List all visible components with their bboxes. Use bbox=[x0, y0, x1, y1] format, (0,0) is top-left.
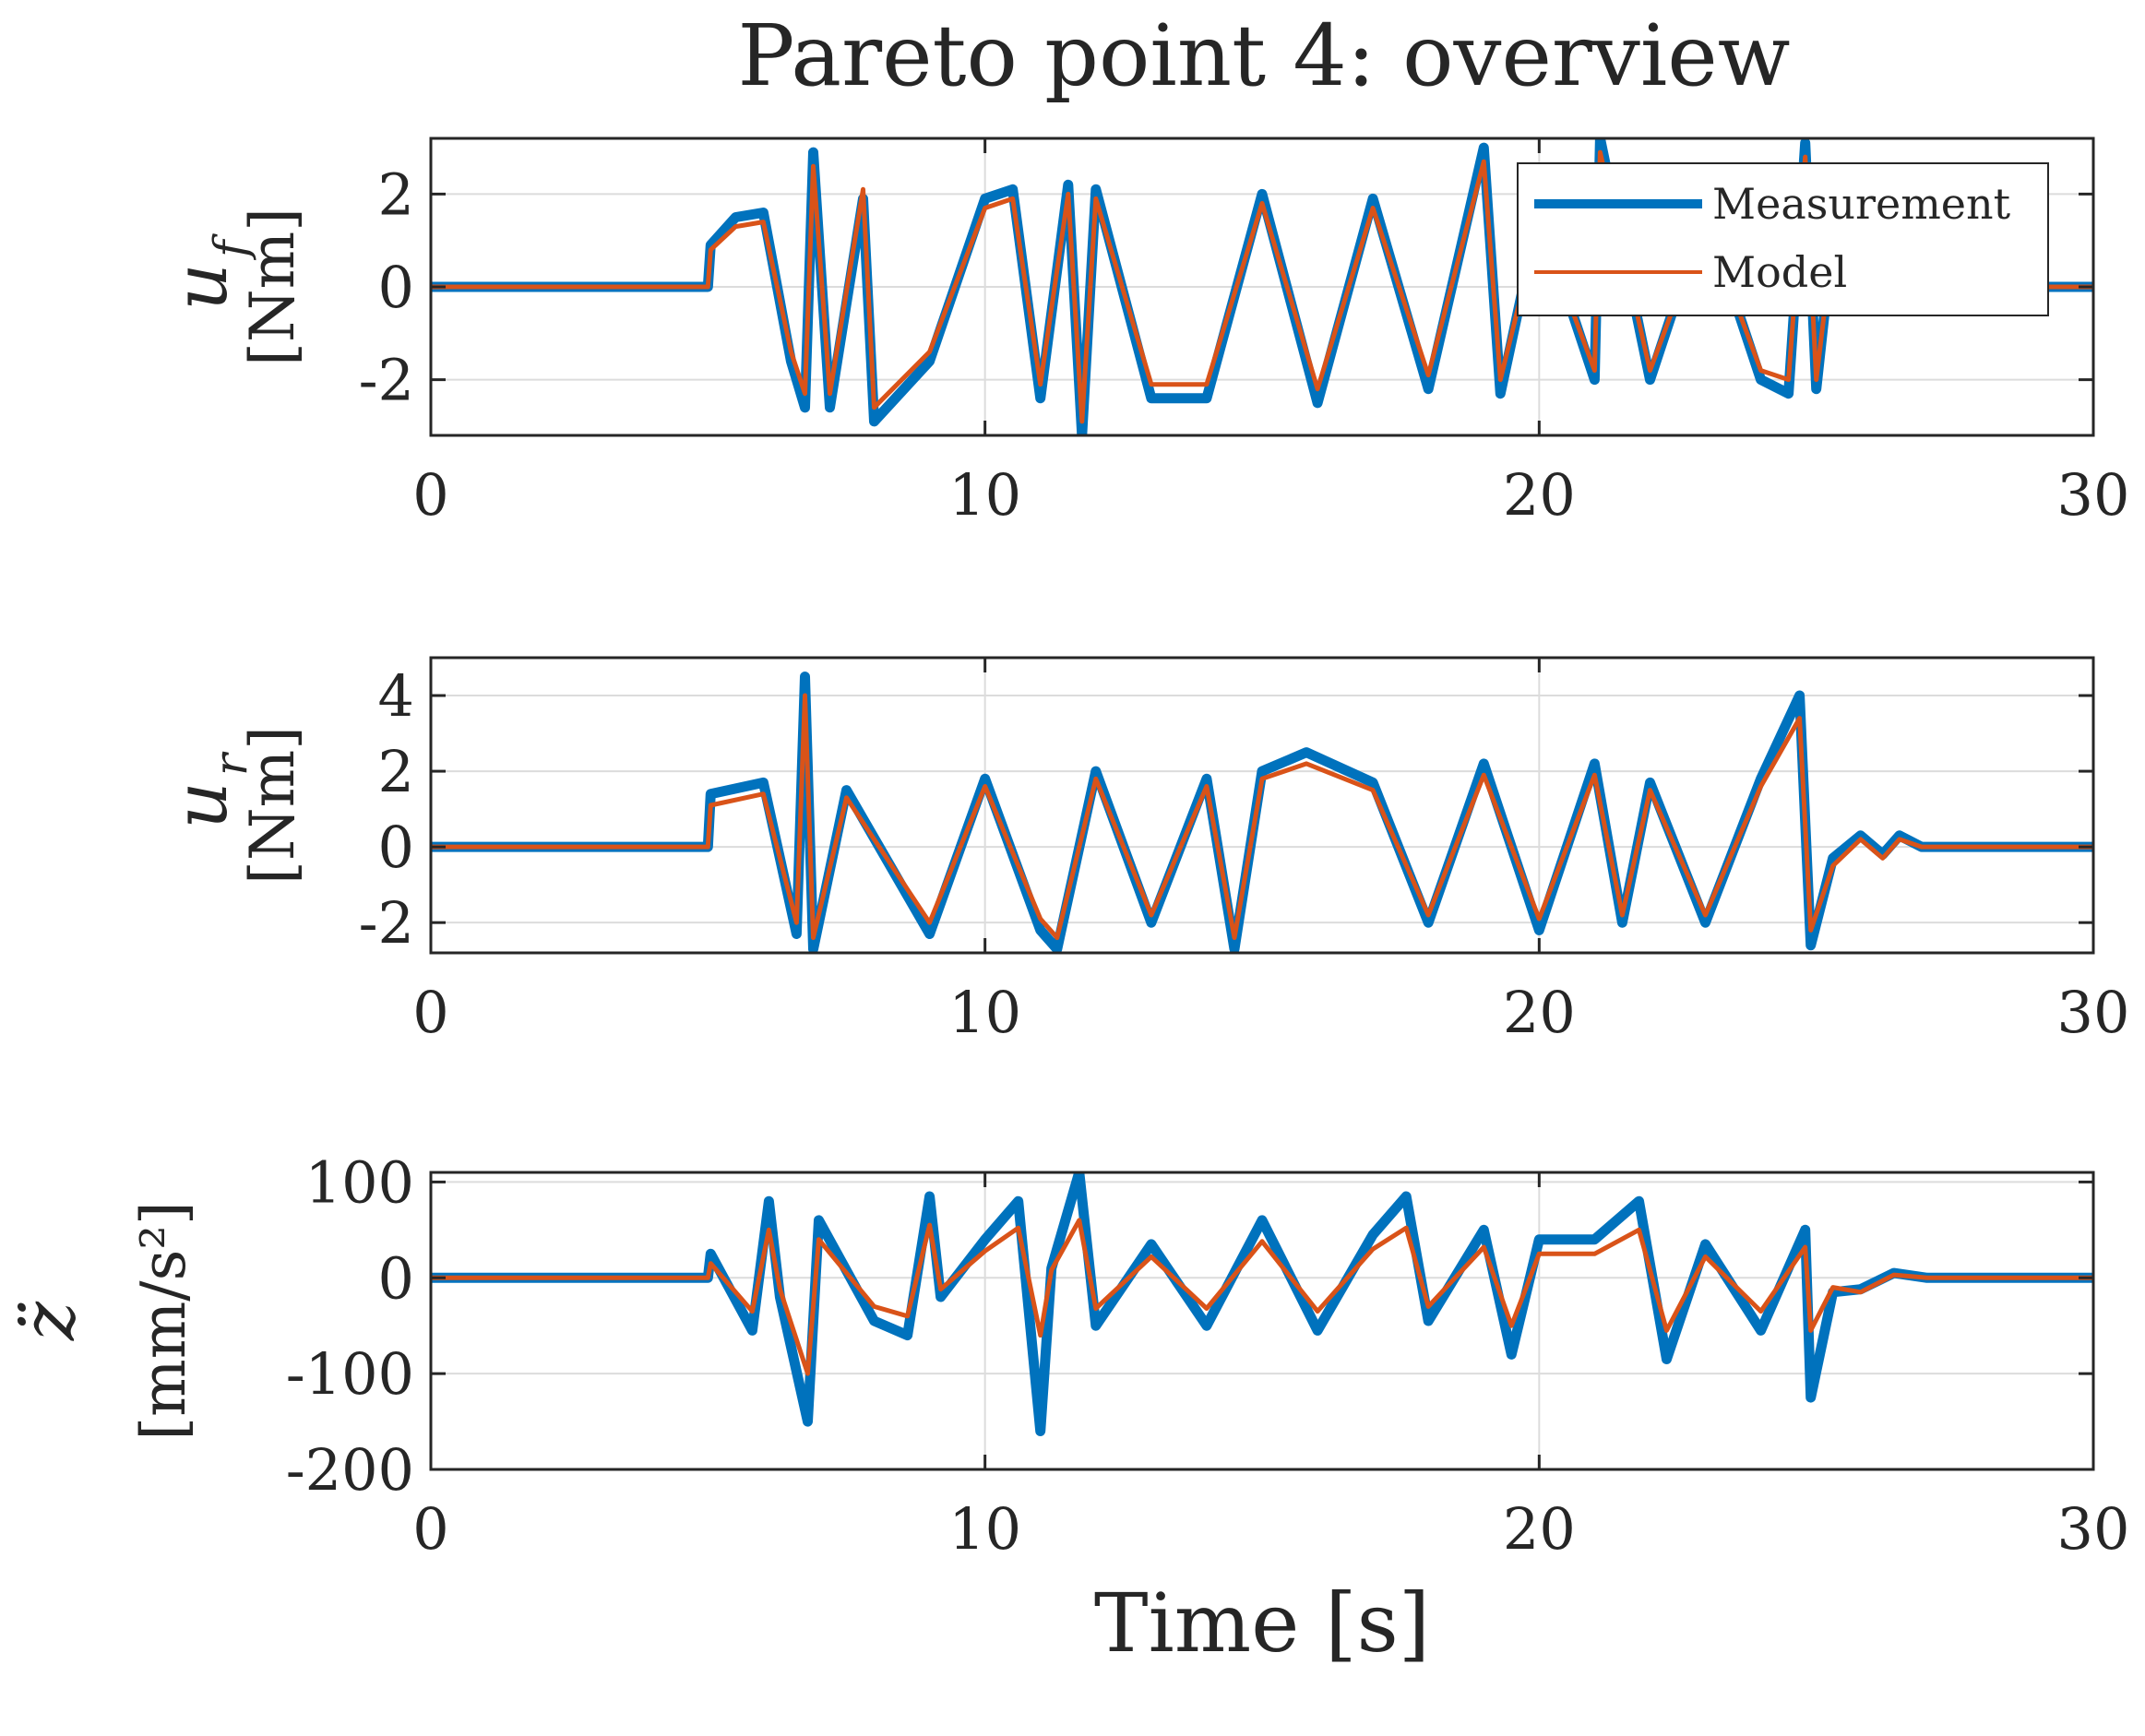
x-axis-label: Time [s] bbox=[1094, 1575, 1430, 1671]
x-tick-label: 20 bbox=[1503, 979, 1576, 1046]
ylabel-symbol-zdd: z̈ bbox=[6, 1301, 91, 1341]
y-tick-label: 100 bbox=[305, 1148, 414, 1216]
x-tick-label: 0 bbox=[412, 461, 448, 529]
ylabel-ur: u r bbox=[158, 751, 257, 829]
ylabel-unit-zdd: [mm/s²] bbox=[128, 1201, 199, 1440]
axes-box bbox=[429, 656, 2095, 955]
series-line-measurement bbox=[431, 672, 2093, 953]
y-tick-label: 4 bbox=[378, 662, 414, 730]
x-tick-label: 20 bbox=[1503, 1495, 1576, 1563]
chart-title: Pareto point 4: overview bbox=[738, 6, 1791, 105]
y-tick-label: 0 bbox=[378, 254, 414, 321]
x-tick-label: 10 bbox=[948, 979, 1021, 1046]
series-line-measurement bbox=[431, 1172, 2093, 1436]
y-tick-label: -2 bbox=[359, 347, 414, 414]
y-tick-label: -100 bbox=[286, 1340, 414, 1408]
y-tick-label: 2 bbox=[378, 161, 414, 228]
y-tick-label: 0 bbox=[378, 814, 414, 881]
panel-ur: 0 10 20 30 -2 0 2 4 u r [Nm] bbox=[158, 656, 2130, 1046]
y-tick-label: 0 bbox=[378, 1244, 414, 1312]
legend: Measurement Model bbox=[1517, 162, 2049, 316]
ylabel-unit-ur: [Nm] bbox=[237, 726, 308, 885]
x-tick-label: 30 bbox=[2057, 1495, 2130, 1563]
ylabel-unit-uf: [Nm] bbox=[237, 208, 308, 366]
x-tick-label: 10 bbox=[948, 461, 1021, 529]
ylabel-subscript: r bbox=[204, 751, 257, 776]
y-tick-label: -2 bbox=[359, 889, 414, 957]
ylabel-symbol: u bbox=[158, 263, 244, 311]
series-line-model bbox=[431, 1218, 2093, 1376]
x-tick-label: 10 bbox=[948, 1495, 1021, 1563]
panel-zdd: 0 10 20 30 -200 -100 0 100 z̈ [mm/s²] bbox=[6, 1148, 2129, 1563]
x-tick-label: 20 bbox=[1503, 461, 1576, 529]
legend-label-measurement: Measurement bbox=[1712, 179, 2011, 229]
ylabel-symbol: u bbox=[158, 781, 244, 829]
x-tick-label: 30 bbox=[2057, 979, 2130, 1046]
axes-box bbox=[429, 1171, 2095, 1471]
y-tick-label: 2 bbox=[378, 738, 414, 805]
x-tick-label: 30 bbox=[2057, 461, 2130, 529]
legend-box bbox=[1517, 162, 2049, 316]
x-tick-label: 0 bbox=[412, 1495, 448, 1563]
y-tick-label: -200 bbox=[286, 1436, 414, 1504]
series-line-model bbox=[431, 693, 2093, 941]
legend-label-model: Model bbox=[1712, 247, 1847, 297]
panel-uf: 0 10 20 30-202 u f [Nm] Measurement Model bbox=[158, 137, 2130, 529]
x-tick-label: 0 bbox=[412, 979, 448, 1046]
